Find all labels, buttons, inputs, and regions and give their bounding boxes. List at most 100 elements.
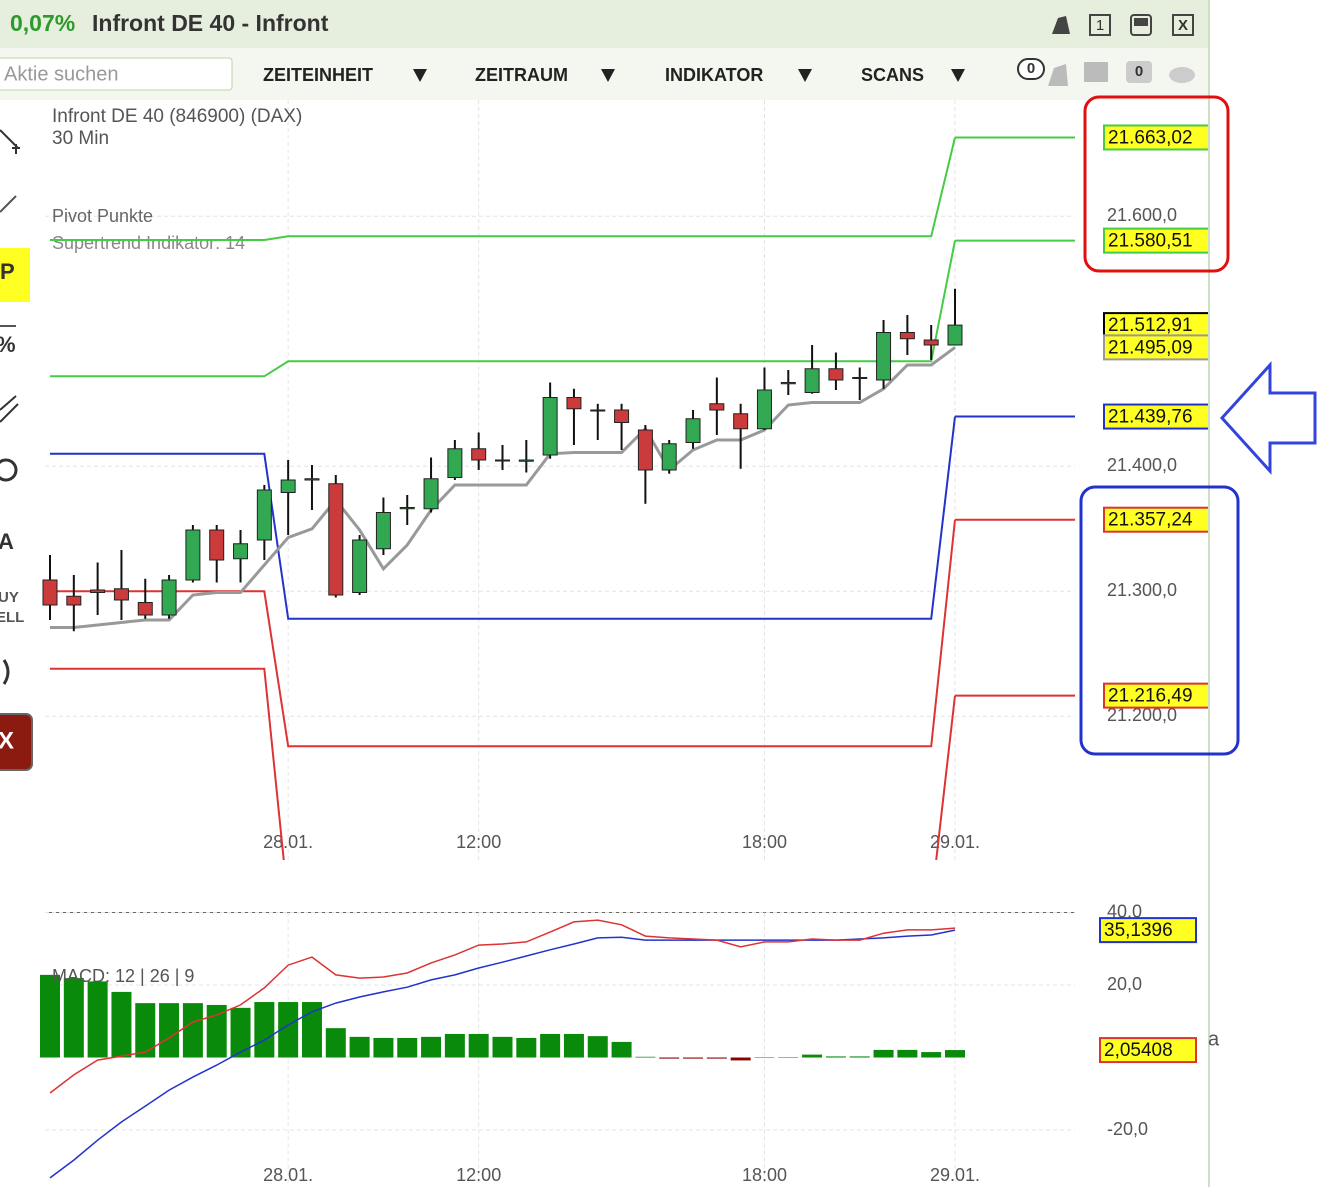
circle-tool[interactable]: [0, 458, 18, 482]
y-tick-label: 21.200,0: [1107, 705, 1177, 725]
title-bar: [0, 0, 1210, 48]
close-tool: X: [0, 727, 14, 754]
histogram-bar: [802, 1054, 823, 1058]
value-tag-label: 2,05408: [1104, 1040, 1173, 1061]
histogram-bar: [897, 1049, 918, 1058]
candle-body: [185, 529, 201, 581]
line-tool[interactable]: [0, 195, 17, 213]
y-tick-label: -20,0: [1107, 1119, 1148, 1139]
close-tool-bg[interactable]: [0, 713, 33, 771]
histogram-bar: [516, 1037, 537, 1058]
candle-body: [90, 589, 106, 593]
histogram-bar: [468, 1033, 489, 1058]
histogram-bar: [540, 1033, 561, 1058]
badge[interactable]: [1017, 58, 1045, 80]
x-tick-label: 12:00: [456, 1165, 501, 1185]
legend-entry: Pivot Punkte: [52, 206, 153, 226]
menu-arrow[interactable]: [601, 69, 615, 82]
histogram-bar: [397, 1037, 418, 1058]
menu-arrow[interactable]: [798, 69, 812, 82]
maximize-button[interactable]: [1130, 14, 1152, 36]
histogram-bar: [873, 1049, 894, 1058]
candle-body: [137, 602, 153, 616]
badge[interactable]: [1126, 61, 1152, 83]
price-tags: 35,1396 2,05408: [1099, 917, 1197, 1064]
y-tick-label: 40,0: [1107, 901, 1142, 921]
button-one-label: 1: [1096, 17, 1104, 34]
channel-tool[interactable]: [0, 395, 19, 423]
tool-percent[interactable]: %: [0, 332, 16, 357]
sound-tool[interactable]: [2, 659, 10, 685]
menu-item[interactable]: ZEITRAUM: [475, 65, 568, 85]
histogram-bar: [87, 981, 108, 1058]
menu-item[interactable]: INDIKATOR: [665, 65, 763, 85]
candle-body: [471, 448, 487, 461]
candle-body: [590, 409, 606, 412]
histogram-bar: [135, 1003, 156, 1058]
pivot-line: [50, 667, 956, 860]
histogram-bar: [278, 1002, 299, 1058]
menu-arrow[interactable]: [413, 69, 427, 82]
value-tag-label: 35,1396: [1104, 920, 1173, 941]
x-tick-label: 29.01.: [930, 832, 980, 852]
value-tag-label: 21.495,09: [1108, 337, 1193, 358]
pivot-line: [50, 240, 956, 378]
histogram-bar: [921, 1052, 942, 1058]
cloud-icon[interactable]: [1169, 67, 1195, 83]
histogram-bar: [825, 1056, 846, 1058]
candle-body: [233, 543, 249, 560]
value-tag-label: 21.512,91: [1108, 315, 1193, 336]
list-icon[interactable]: [1084, 62, 1108, 82]
cursor-tool[interactable]: [0, 129, 20, 154]
candle-body: [637, 429, 653, 471]
alert-icon[interactable]: [1048, 64, 1068, 86]
value-tag-label: 21.357,24: [1108, 510, 1193, 531]
candle-body: [256, 489, 272, 541]
histogram-bar: [444, 1033, 465, 1058]
candle-body: [661, 443, 677, 471]
histogram-bar: [587, 1036, 608, 1058]
close-button[interactable]: [1172, 14, 1194, 36]
candle-body: [852, 377, 868, 379]
window-controls: 1 X: [1052, 14, 1194, 36]
bell-icon[interactable]: [1052, 16, 1070, 34]
search-input[interactable]: [0, 57, 233, 91]
tool-buy[interactable]: UY: [0, 589, 19, 606]
candle-body: [709, 403, 725, 411]
badge-count: 0: [1027, 60, 1035, 77]
button-one[interactable]: [1089, 14, 1111, 36]
histogram-bar: [159, 1003, 180, 1058]
y-tick-label: 20,0: [1107, 974, 1142, 994]
candle-body: [828, 368, 844, 381]
value-tag: [1103, 506, 1208, 533]
histogram-bar: [778, 1057, 799, 1058]
candle-body: [899, 332, 915, 340]
macd-line: [49, 919, 956, 1094]
legend-entry: Supertrend Indikator: 14: [52, 233, 245, 253]
menu-item[interactable]: ZEITEINHEIT: [263, 65, 373, 85]
menu-arrow[interactable]: [951, 69, 965, 82]
tool-a[interactable]: A: [0, 529, 14, 554]
candle-body: [209, 529, 225, 561]
plot-area: [42, 136, 1075, 860]
tool-p-bg[interactable]: [0, 248, 30, 302]
histogram-bar: [63, 978, 84, 1058]
value-tag: [1099, 917, 1197, 944]
side-toolbar: P % A UY ELL X: [0, 129, 33, 771]
histogram-bar: [421, 1036, 442, 1058]
menu-item[interactable]: SCANS: [861, 65, 924, 85]
badge-count: 0: [1135, 63, 1143, 80]
price-chart: 21.600,0 21.400,0 21.300,0 21.200,0 28.01. 12…: [42, 100, 1208, 860]
maximize-glyph: [1134, 18, 1148, 26]
value-tag-label: 21.216,49: [1108, 686, 1193, 707]
histogram-bar: [849, 1056, 870, 1058]
change-percent: 0,07%: [10, 10, 75, 36]
stray-text: a: [1208, 1028, 1220, 1050]
candle-body: [304, 478, 320, 481]
tool-sell[interactable]: ELL: [0, 609, 24, 626]
x-tick-label: 18:00: [742, 1165, 787, 1185]
x-tick-label: 18:00: [742, 832, 787, 852]
histogram-bar: [230, 1007, 251, 1058]
